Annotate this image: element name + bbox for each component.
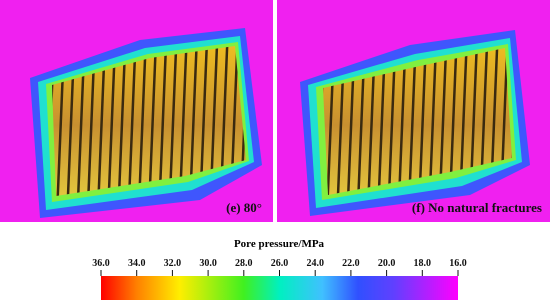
- tick-label: 18.0: [414, 258, 432, 269]
- colorbar-ticks: 36.0 34.0 32.0 30.0 28.0 26.0 24.0 22.0 20.0 18.0…: [92, 258, 467, 276]
- tick-label: 26.0: [271, 258, 289, 269]
- tick-label: 36.0: [92, 258, 110, 269]
- tick-label: 16.0: [449, 258, 467, 269]
- tick-label: 20.0: [378, 258, 396, 269]
- panel-label: (f) No natural fractures: [412, 200, 542, 215]
- tick-label: 28.0: [235, 258, 253, 269]
- tick-label: 24.0: [306, 258, 324, 269]
- panel-label: (e) 80°: [226, 200, 262, 215]
- fracture: [117, 46, 127, 196]
- fracture: [127, 46, 137, 196]
- tick-label: 34.0: [128, 258, 146, 269]
- fracture: [137, 46, 148, 196]
- colorbar: [101, 276, 458, 300]
- panel: (f) No natural fractures: [277, 0, 550, 222]
- tick-label: 22.0: [342, 258, 360, 269]
- tick-label: 30.0: [199, 258, 217, 269]
- fracture: [106, 46, 117, 196]
- colorbar-title: Pore pressure/MPa: [234, 238, 325, 250]
- tick-label: 32.0: [164, 258, 182, 269]
- panel: (e) 80°: [0, 0, 273, 222]
